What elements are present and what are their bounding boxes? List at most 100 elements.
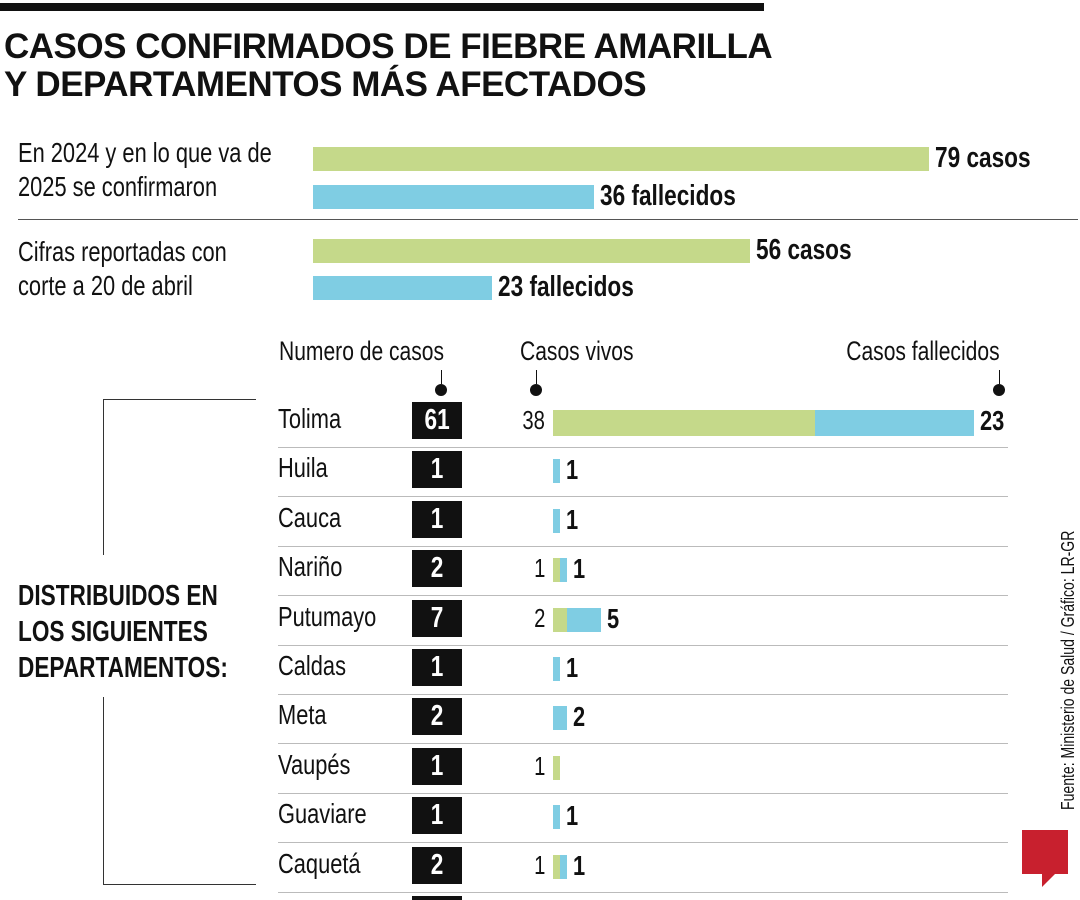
- total-cases-value: 61: [424, 404, 450, 436]
- summary-bar-casos: [313, 147, 930, 171]
- casos-fallecidos-label: 2: [573, 701, 589, 733]
- row-separator: [278, 496, 1008, 498]
- total-cases-value: 2: [430, 552, 444, 585]
- total-cases-value: 1: [430, 651, 444, 683]
- summary-bar-label: 56 casos: [756, 235, 879, 265]
- casos-fallecidos-value: 1: [572, 553, 585, 585]
- summary-bar-label: 23 fallecidos: [498, 272, 672, 302]
- group-2-label-line2: corte a 20 de abril: [18, 270, 193, 301]
- summary-bar-label-text: 79 casos: [935, 142, 1031, 174]
- department-name: Guaviare: [278, 798, 392, 830]
- casos-vivos-value: 1: [533, 553, 545, 584]
- total-cases-value: 7: [430, 601, 444, 634]
- bar-casos-fallecidos: [553, 508, 560, 533]
- department-name-text: Meta: [278, 699, 327, 731]
- partial-row-box: [412, 896, 462, 900]
- side-label-line: DEPARTAMENTOS:: [18, 652, 228, 684]
- title-line-2: Y DEPARTAMENTOS MÁS AFECTADOS: [4, 65, 647, 104]
- casos-fallecidos-label: 23: [980, 405, 1011, 437]
- total-cases-box: 1: [412, 797, 462, 835]
- total-cases-box: 2: [412, 698, 462, 736]
- header-numero-casos-text: Numero de casos: [279, 336, 445, 366]
- total-cases-box: 2: [412, 846, 462, 884]
- summary-bar-label: 79 casos: [935, 143, 1058, 173]
- casos-vivos-label: 1: [505, 553, 545, 584]
- summary-bar-casos: [313, 239, 750, 263]
- lr-logo: [1022, 830, 1068, 874]
- department-name: Huila: [278, 452, 342, 484]
- header-casos-vivos-text: Casos vivos: [520, 336, 634, 366]
- department-name-text: Vaupés: [278, 748, 351, 780]
- row-separator: [278, 595, 1008, 597]
- department-name: Putumayo: [278, 601, 404, 633]
- group-1-label: En 2024 y en lo que va de 2025 se confir…: [18, 136, 343, 204]
- total-cases-value: 2: [430, 848, 444, 881]
- group-1-label-line1: En 2024 y en lo que va de: [18, 137, 272, 168]
- total-cases-value: 1: [430, 453, 444, 486]
- bar-casos-vivos: [553, 410, 816, 436]
- chart-title: CASOS CONFIRMADOS DE FIEBRE AMARILLA Y D…: [4, 28, 773, 104]
- casos-vivos-value: 2: [533, 602, 545, 633]
- group-2-label-line1: Cifras reportadas con: [18, 236, 227, 267]
- total-cases-box: 61: [412, 402, 462, 439]
- summary-bar-label-text: 23 fallecidos: [498, 271, 635, 303]
- divider: [18, 219, 1078, 220]
- row-separator: [278, 545, 1008, 547]
- total-cases-value: 1: [430, 749, 444, 782]
- source-text: Fuente: Ministerio de Salud / Gráfico: L…: [1058, 530, 1078, 810]
- bar-casos-fallecidos: [553, 459, 560, 484]
- casos-fallecidos-label: 5: [607, 603, 623, 635]
- casos-fallecidos-label: 1: [566, 800, 582, 832]
- department-name-text: Huila: [278, 452, 328, 484]
- header-numero-casos: Numero de casos: [279, 336, 491, 367]
- casos-vivos-value: 1: [533, 750, 545, 781]
- pointer-line: [999, 370, 1000, 384]
- department-name: Tolima: [278, 403, 359, 435]
- row-separator: [278, 842, 1008, 844]
- bar-casos-vivos: [553, 854, 560, 879]
- pointer-line: [441, 370, 442, 384]
- pointer-dot: [530, 384, 542, 396]
- total-cases-value: 1: [430, 799, 444, 832]
- pointer-dot: [435, 384, 447, 396]
- total-cases-value: 1: [430, 502, 444, 535]
- total-cases-box: 1: [412, 500, 462, 538]
- bracket-bottom: [103, 697, 256, 885]
- header-casos-fallecidos-text: Casos fallecidos: [846, 336, 1000, 366]
- casos-vivos-value: 38: [522, 405, 545, 435]
- casos-vivos-label: 38: [505, 405, 545, 436]
- total-cases-box: 2: [412, 550, 462, 588]
- department-name: Nariño: [278, 551, 360, 583]
- summary-bar-label-text: 56 casos: [755, 234, 852, 266]
- bar-casos-vivos: [553, 558, 560, 583]
- pointer-line: [536, 370, 537, 384]
- casos-vivos-label: 2: [505, 603, 545, 634]
- side-label-line: LOS SIGUIENTES: [18, 616, 208, 648]
- bar-casos-fallecidos: [559, 854, 567, 879]
- department-name: Caquetá: [278, 848, 384, 880]
- group-1-label-line2: 2025 se confirmaron: [18, 171, 218, 202]
- department-name-text: Tolima: [278, 403, 342, 434]
- department-name-text: Caquetá: [278, 847, 361, 879]
- summary-bar-label-text: 36 fallecidos: [599, 180, 736, 212]
- casos-fallecidos-label: 1: [566, 454, 582, 486]
- bar-casos-vivos: [553, 607, 567, 632]
- casos-fallecidos-value: 1: [565, 454, 579, 486]
- source-note: Fuente: Ministerio de Salud / Gráfico: L…: [1058, 452, 1079, 810]
- header-casos-vivos: Casos vivos: [520, 336, 666, 367]
- total-cases-box: 1: [412, 451, 462, 489]
- lr-logo-tail: [1042, 873, 1056, 887]
- department-name-text: Guaviare: [278, 798, 367, 830]
- casos-fallecidos-value: 1: [572, 849, 585, 881]
- bar-casos-fallecidos: [553, 805, 560, 830]
- department-name-text: Caldas: [278, 650, 346, 681]
- department-name-text: Cauca: [278, 501, 342, 533]
- department-name: Meta: [278, 699, 340, 731]
- bar-casos-fallecidos: [559, 558, 567, 583]
- casos-vivos-value: 1: [533, 849, 545, 880]
- casos-vivos-label: 1: [505, 751, 545, 782]
- bar-casos-vivos: [553, 755, 560, 780]
- side-label: DISTRIBUIDOS EN LOS SIGUIENTES DEPARTAME…: [18, 578, 287, 686]
- casos-fallecidos-value: 5: [607, 602, 620, 634]
- side-label-line: DISTRIBUIDOS EN: [18, 580, 218, 612]
